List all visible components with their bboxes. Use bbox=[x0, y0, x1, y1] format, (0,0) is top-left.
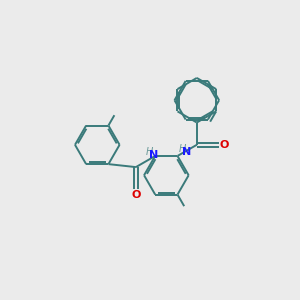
Text: N: N bbox=[149, 150, 158, 161]
Text: O: O bbox=[131, 190, 141, 200]
Text: N: N bbox=[182, 146, 192, 157]
Text: H: H bbox=[146, 146, 153, 157]
Text: O: O bbox=[220, 140, 229, 150]
Text: H: H bbox=[178, 143, 186, 154]
